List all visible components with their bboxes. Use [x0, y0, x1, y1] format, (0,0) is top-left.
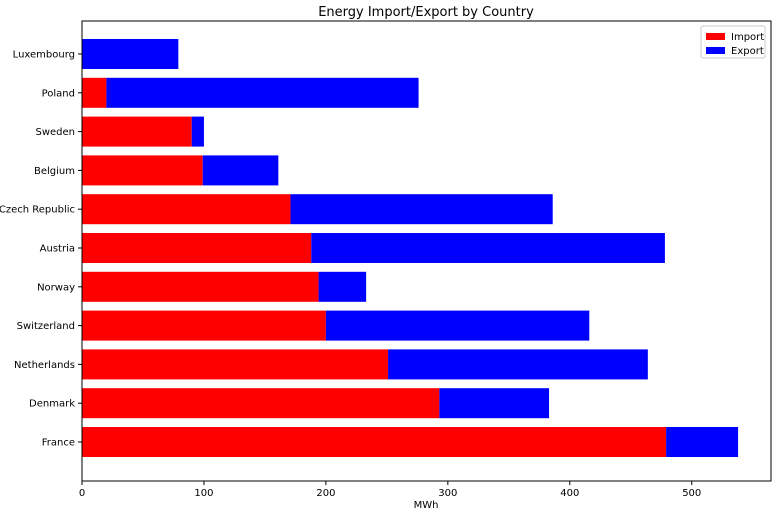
x-tick-label: 200: [316, 488, 335, 499]
y-tick-label: Luxembourg: [13, 50, 75, 61]
y-tick-label: Poland: [42, 88, 75, 99]
y-tick-label: France: [42, 438, 75, 449]
plot-frame: [81, 20, 772, 482]
x-axis-ticks: 0 100 200 300 400 500: [79, 481, 701, 499]
y-tick-label: Norway: [37, 282, 75, 293]
bars-group: [82, 39, 739, 457]
legend-label-export: Export: [731, 46, 764, 57]
bar-export-czech-republic: [290, 194, 553, 225]
bar-import-france: [82, 427, 667, 457]
y-tick-label: Belgium: [34, 166, 75, 177]
y-tick-label: Czech Republic: [0, 205, 75, 216]
y-tick-label: Denmark: [29, 399, 75, 410]
x-tick-label: 300: [438, 488, 457, 499]
y-tick-label: Netherlands: [14, 360, 75, 371]
bar-export-belgium: [202, 155, 279, 186]
chart-title: Energy Import/Export by Country: [318, 5, 534, 20]
bar-import-belgium: [82, 155, 203, 186]
bar-export-france: [666, 427, 739, 457]
bar-import-switzerland: [82, 310, 326, 341]
x-tick-label: 400: [560, 488, 579, 499]
x-tick-label: 500: [682, 488, 701, 499]
x-axis-label: MWh: [414, 500, 439, 511]
legend-swatch-import: [706, 33, 725, 40]
bar-import-czech-republic: [82, 194, 291, 225]
x-tick-label: 0: [79, 488, 85, 499]
y-tick-label: Switzerland: [17, 321, 75, 332]
bar-import-denmark: [82, 388, 440, 419]
y-axis-ticks: Luxembourg Poland Sweden Belgium Czech Repub…: [0, 50, 82, 449]
y-tick-label: Sweden: [35, 127, 75, 138]
bar-export-norway: [318, 271, 367, 302]
bar-export-poland: [106, 77, 419, 108]
bar-export-sweden: [191, 116, 204, 147]
bar-import-norway: [82, 271, 319, 302]
bar-export-switzerland: [325, 310, 590, 341]
bar-export-luxembourg: [82, 39, 179, 69]
bar-import-poland: [82, 77, 107, 108]
legend-swatch-export: [706, 47, 725, 54]
legend-label-import: Import: [731, 32, 764, 43]
bar-import-netherlands: [82, 349, 389, 380]
y-tick-label: Austria: [40, 244, 75, 255]
x-tick-label: 100: [194, 488, 213, 499]
bar-import-sweden: [82, 116, 192, 147]
bar-export-netherlands: [388, 349, 648, 380]
legend: Import Export: [700, 25, 766, 59]
bar-export-austria: [311, 233, 665, 263]
bar-import-austria: [82, 233, 312, 263]
bar-export-denmark: [439, 388, 550, 419]
